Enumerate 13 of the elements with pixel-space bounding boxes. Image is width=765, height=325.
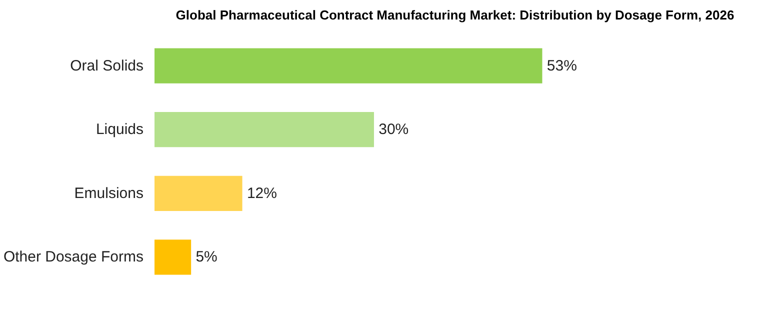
data-label: 5% [196, 248, 218, 266]
bar [154, 48, 542, 84]
bar [154, 240, 192, 275]
bar [154, 176, 242, 211]
data-label: 53% [546, 57, 577, 74]
data-label: 12% [246, 184, 277, 202]
chart-title: Global Pharmaceutical Contract Manufacturing Market: Distribution by Dosage Form, 2026 [176, 8, 734, 22]
data-label: 30% [378, 121, 409, 138]
bar [154, 112, 374, 148]
y-tick-label: Oral Solids [70, 57, 144, 74]
y-tick-label: Other Dosage Forms [3, 248, 144, 266]
y-tick-label: Liquids [96, 121, 144, 138]
y-tick-label: Emulsions [74, 184, 144, 202]
